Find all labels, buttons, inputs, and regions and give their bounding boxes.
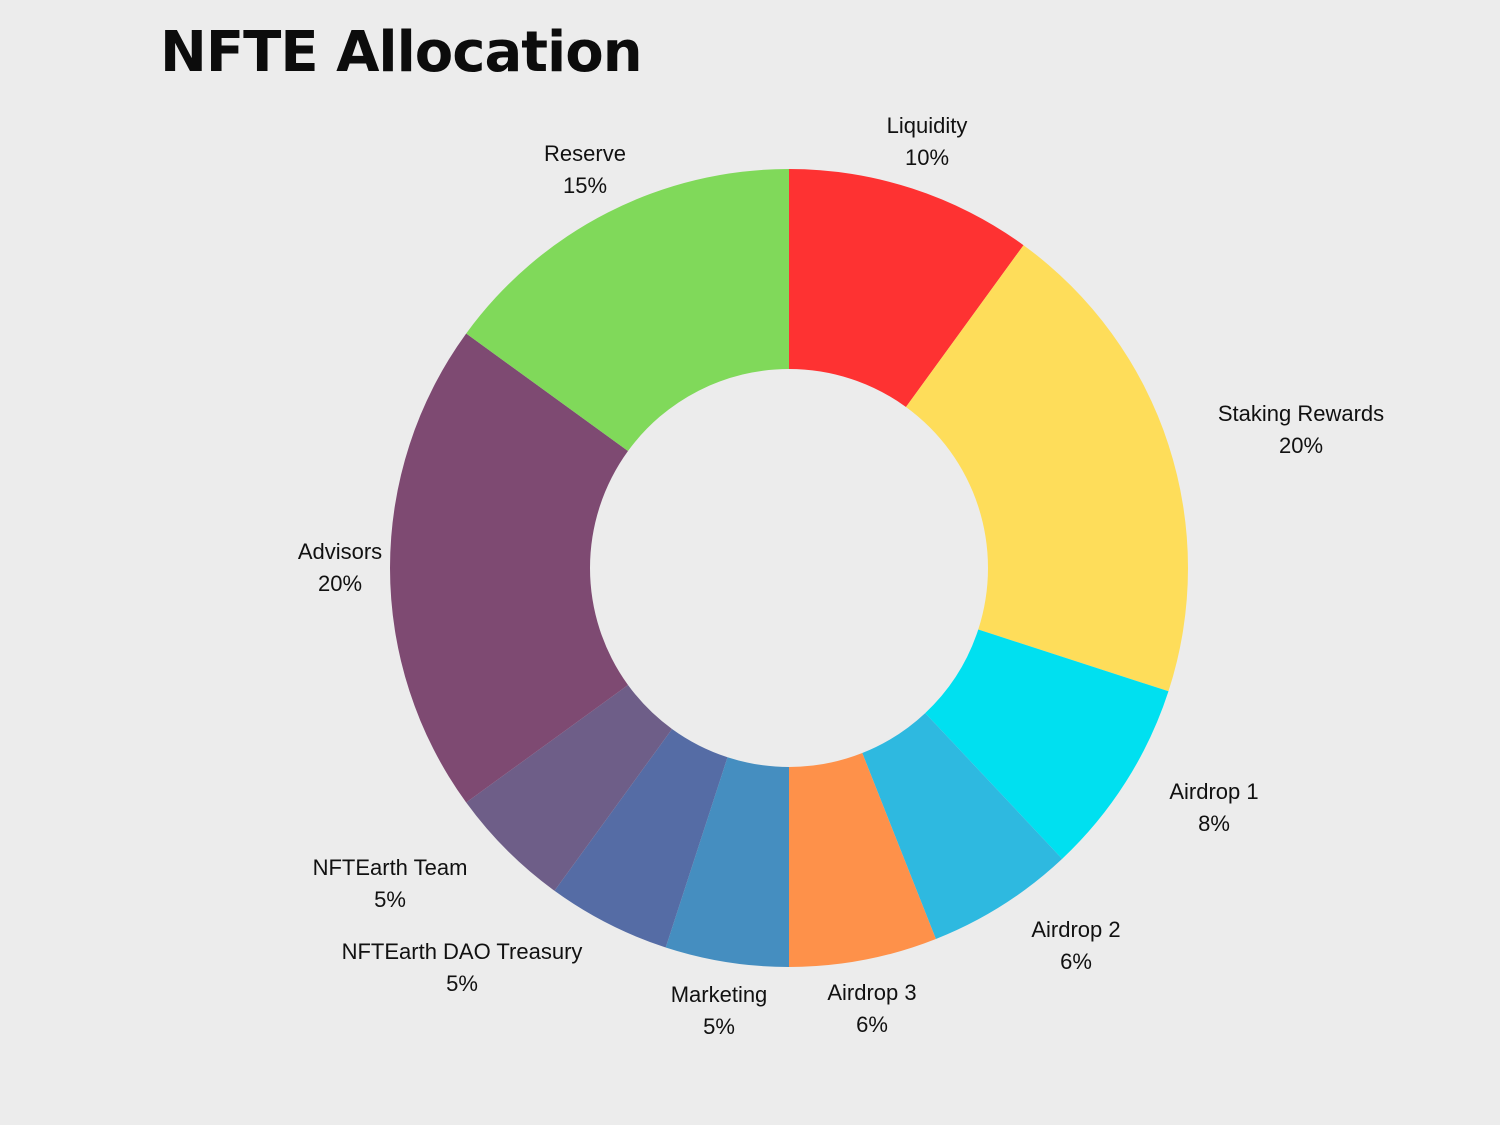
slice-airdrop-2 [862, 713, 1063, 939]
slice-liquidity [789, 169, 1024, 408]
slice-airdrop-1 [925, 629, 1169, 859]
slice-label-nftearth-team: NFTEarth Team [313, 855, 468, 880]
slice-label-reserve: Reserve [544, 141, 626, 166]
slice-value-advisors: 20% [318, 571, 362, 596]
slice-value-reserve: 15% [563, 173, 607, 198]
slice-marketing [665, 757, 789, 967]
slice-label-staking-rewards: Staking Rewards [1218, 401, 1384, 426]
slice-value-staking-rewards: 20% [1279, 433, 1323, 458]
donut-slices [390, 169, 1188, 968]
slice-nftearth-team [466, 684, 673, 891]
slice-advisors [390, 333, 629, 803]
slice-value-airdrop-3: 6% [856, 1012, 888, 1037]
slice-label-airdrop-3: Airdrop 3 [827, 980, 916, 1005]
slice-value-nftearth-team: 5% [374, 887, 406, 912]
slice-label-liquidity: Liquidity [887, 113, 968, 138]
slice-reserve [466, 169, 789, 452]
slice-value-nftearth-dao-treasury: 5% [446, 971, 478, 996]
slice-label-marketing: Marketing [671, 982, 768, 1007]
slice-value-marketing: 5% [703, 1014, 735, 1039]
slice-label-nftearth-dao-treasury: NFTEarth DAO Treasury [342, 939, 583, 964]
chart-title: NFTE Allocation [160, 20, 643, 85]
slice-value-airdrop-1: 8% [1198, 811, 1230, 836]
slice-label-advisors: Advisors [298, 539, 382, 564]
slice-staking-rewards [905, 245, 1188, 692]
slice-value-airdrop-2: 6% [1060, 949, 1092, 974]
slice-label-airdrop-2: Airdrop 2 [1031, 917, 1120, 942]
slice-nftearth-dao-treasury [554, 728, 728, 948]
slice-labels: Liquidity 10% Staking Rewards 20% Airdrop 1 8… [298, 113, 1384, 1039]
slice-airdrop-3 [789, 753, 936, 968]
slice-value-liquidity: 10% [905, 145, 949, 170]
slice-label-airdrop-1: Airdrop 1 [1169, 779, 1258, 804]
